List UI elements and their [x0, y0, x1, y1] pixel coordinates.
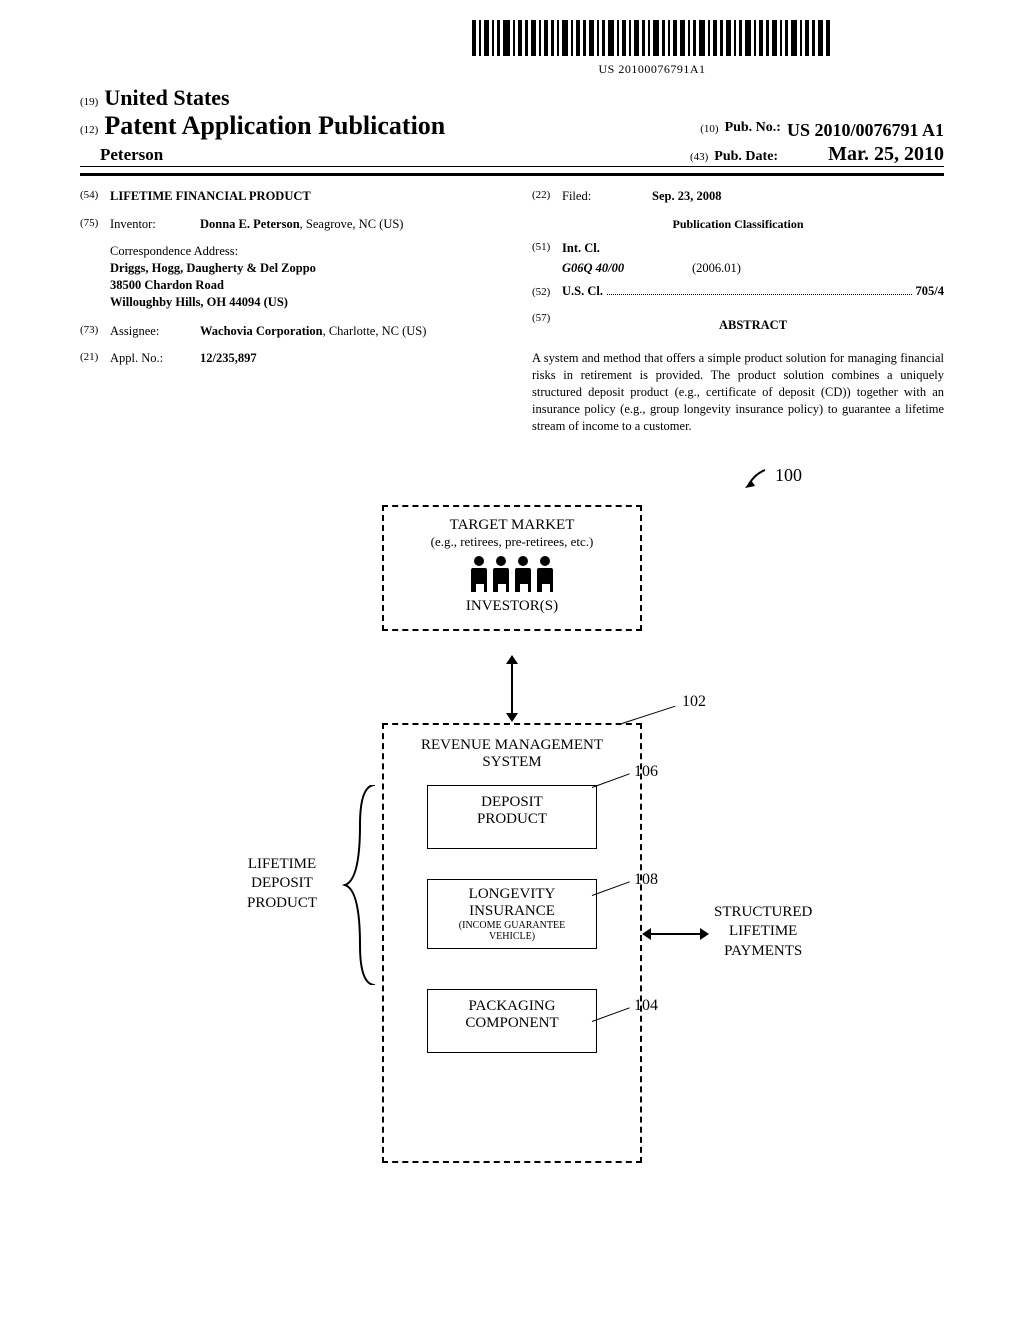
arrow-vertical: [511, 660, 513, 716]
dp-l1: DEPOSIT: [428, 794, 596, 811]
uscl-code: (52): [532, 285, 562, 300]
side-right-label: STRUCTURED LIFETIME PAYMENTS: [714, 903, 812, 962]
assignee-code: (73): [80, 323, 110, 341]
doc-kind: Patent Application Publication: [104, 111, 445, 141]
header-line2: (12) Patent Application Publication (10)…: [80, 111, 944, 141]
intcl-label: Int. Cl.: [562, 240, 600, 258]
rms-l1: REVENUE MANAGEMENT: [396, 737, 628, 754]
header-line3: Peterson (43) Pub. Date: Mar. 25, 2010: [80, 143, 944, 166]
longevity-box: LONGEVITY INSURANCE (INCOME GUARANTEE VE…: [427, 879, 597, 949]
side-left-label: LIFETIME DEPOSIT PRODUCT: [247, 855, 317, 914]
pubno-code: (10): [700, 123, 718, 141]
corr-city: Willoughby Hills, OH 44094 (US): [110, 294, 492, 311]
title-code: (54): [80, 188, 110, 206]
ref-104: 104: [634, 997, 658, 1015]
filed-label: Filed:: [562, 188, 652, 206]
tm-investors: INVESTOR(S): [390, 598, 634, 615]
applno-label: Appl. No.:: [110, 350, 200, 368]
figure-100: 100 TARGET MARKET (e.g., retirees, pre-r…: [192, 465, 832, 1185]
li-l3: (INCOME GUARANTEE: [428, 920, 596, 931]
corr-label: Correspondence Address:: [110, 243, 492, 260]
target-market-box: TARGET MARKET (e.g., retirees, pre-retir…: [382, 505, 642, 631]
leader-102: [622, 705, 676, 723]
packaging-box: PACKAGING COMPONENT: [427, 989, 597, 1053]
ref-106: 106: [634, 763, 658, 781]
pc-l1: PACKAGING: [428, 998, 596, 1015]
abstract-text: A system and method that offers a simple…: [532, 350, 944, 434]
arrow-right: [647, 933, 703, 935]
correspondence: Correspondence Address: Driggs, Hogg, Da…: [110, 243, 492, 311]
tm-sub: (e.g., retirees, pre-retirees, etc.): [390, 534, 634, 550]
biblio-right: (22) Filed: Sep. 23, 2008 Publication Cl…: [532, 188, 944, 435]
pubno-label: Pub. No.:: [725, 120, 781, 141]
pubdate-label: Pub. Date:: [714, 149, 778, 165]
invention-title: LIFETIME FINANCIAL PRODUCT: [110, 188, 492, 206]
corr-firm: Driggs, Hogg, Daugherty & Del Zoppo: [110, 260, 492, 277]
people-icon: [390, 556, 634, 592]
uscl-label: U.S. Cl.: [562, 283, 603, 301]
assignee-value: Wachovia Corporation, Charlotte, NC (US): [200, 323, 492, 341]
pubdate-code: (43): [690, 151, 708, 163]
barcode-icon: [472, 20, 832, 56]
rms-l2: SYSTEM: [396, 754, 628, 771]
pubdate: Mar. 25, 2010: [828, 143, 944, 166]
li-l2: INSURANCE: [428, 903, 596, 920]
rms-box: REVENUE MANAGEMENT SYSTEM DEPOSIT PRODUC…: [382, 723, 642, 1163]
biblio-left: (54) LIFETIME FINANCIAL PRODUCT (75) Inv…: [80, 188, 492, 435]
filed-date: Sep. 23, 2008: [652, 188, 944, 206]
brace-icon: [340, 785, 380, 985]
ref-102: 102: [682, 693, 706, 711]
intcl-value: G06Q 40/00: [562, 260, 692, 278]
abstract-label: ABSTRACT: [562, 317, 944, 335]
applno: 12/235,897: [200, 350, 492, 368]
filed-code: (22): [532, 188, 562, 206]
uscl-value: 705/4: [916, 283, 944, 301]
kind-code: (12): [80, 124, 98, 136]
ref-100: 100: [743, 465, 803, 488]
applno-code: (21): [80, 350, 110, 368]
deposit-product-box: DEPOSIT PRODUCT: [427, 785, 597, 849]
pc-l2: COMPONENT: [428, 1015, 596, 1032]
pubno: US 2010/0076791 A1: [787, 120, 944, 141]
inventor-value: Donna E. Peterson, Seagrove, NC (US): [200, 216, 492, 234]
ref-108: 108: [634, 871, 658, 889]
intcl-date: (2006.01): [692, 260, 741, 278]
authority-code: (19): [80, 96, 98, 108]
inventor-code: (75): [80, 216, 110, 234]
arrow-right-icon: [700, 928, 709, 940]
li-l1: LONGEVITY: [428, 886, 596, 903]
dp-l2: PRODUCT: [428, 811, 596, 828]
inventor-label: Inventor:: [110, 216, 200, 234]
arrow-down-icon: [506, 713, 518, 722]
assignee-label: Assignee:: [110, 323, 200, 341]
barcode-number: US 20100076791A1: [360, 62, 944, 77]
inventor-surname: Peterson: [100, 145, 163, 165]
intcl-code: (51): [532, 240, 562, 258]
tm-title: TARGET MARKET: [390, 517, 634, 534]
header-line1: (19) United States: [80, 85, 944, 111]
arrow-up-icon: [506, 655, 518, 664]
arrow-left-icon: [642, 928, 651, 940]
abstract-code: (57): [532, 311, 562, 341]
corr-street: 38500 Chardon Road: [110, 277, 492, 294]
barcode-block: US 20100076791A1: [360, 20, 944, 77]
arrow-icon: [743, 466, 771, 488]
uscl-dots: [607, 294, 912, 295]
authority: United States: [104, 85, 229, 111]
pubclass-heading: Publication Classification: [532, 216, 944, 233]
li-l4: VEHICLE): [428, 931, 596, 942]
